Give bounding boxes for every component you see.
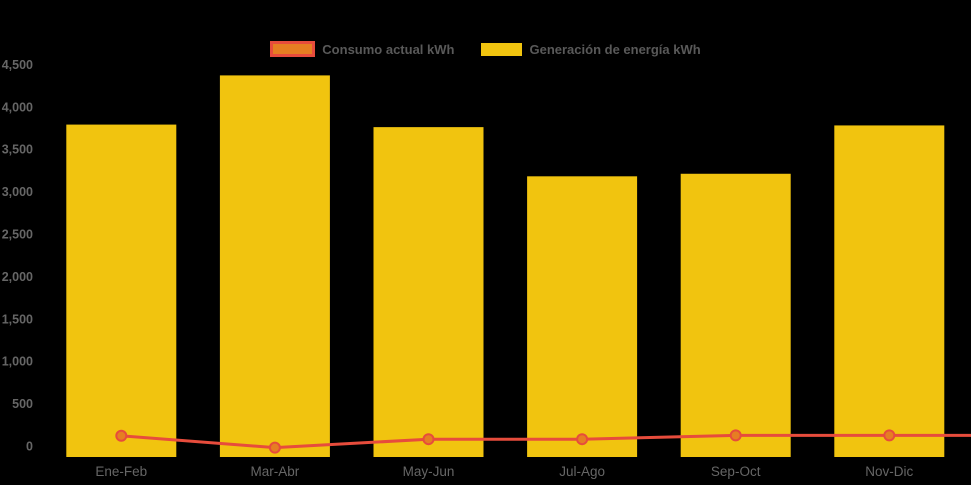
bar-may-jun[interactable]	[373, 127, 484, 458]
legend-label-generacion: Generación de energía kWh	[529, 41, 701, 57]
y-axis-tick-label: 4,500	[2, 58, 33, 72]
legend-swatch-generacion-icon	[481, 42, 523, 56]
y-axis-tick-label: 500	[12, 397, 33, 411]
legend-swatch-consumo-icon	[270, 41, 316, 57]
y-axis-tick-label: 0	[26, 440, 33, 454]
bar-sep-oct[interactable]	[680, 173, 791, 457]
bar-ene-feb[interactable]	[66, 124, 177, 458]
x-axis-label-may-jun: May-Jun	[403, 464, 455, 479]
line-marker-jul-ago[interactable]	[576, 433, 589, 446]
y-axis-tick-label: 3,500	[2, 143, 33, 157]
bar-mar-abr[interactable]	[219, 75, 330, 458]
line-marker-may-jun[interactable]	[422, 433, 435, 446]
legend-item-generacion[interactable]: Generación de energía kWh	[481, 41, 701, 57]
legend-item-consumo[interactable]: Consumo actual kWh	[270, 41, 454, 57]
legend-label-consumo: Consumo actual kWh	[322, 41, 455, 57]
x-axis-label-ene-feb: Ene-Feb	[95, 464, 147, 479]
line-marker-mar-abr[interactable]	[268, 441, 281, 454]
y-axis-tick-label: 2,000	[2, 270, 33, 284]
x-axis-label-sep-oct: Sep-Oct	[711, 464, 761, 479]
line-marker-sep-oct[interactable]	[729, 429, 742, 442]
line-marker-nov-dic[interactable]	[883, 429, 896, 442]
y-axis-tick-label: 1,500	[2, 312, 33, 326]
bar-nov-dic[interactable]	[834, 125, 945, 457]
y-axis-tick-label: 3,000	[2, 185, 33, 199]
x-axis-label-jul-ago: Jul-Ago	[559, 464, 605, 479]
x-axis-label-nov-dic: Nov-Dic	[865, 464, 913, 479]
y-axis-tick-label: 4,000	[2, 100, 33, 114]
line-marker-ene-feb[interactable]	[115, 429, 128, 442]
bar-jul-ago[interactable]	[527, 176, 638, 457]
y-axis-tick-label: 1,000	[2, 355, 33, 369]
x-axis-label-mar-abr: Mar-Abr	[251, 464, 300, 479]
y-axis-tick-label: 2,500	[2, 228, 33, 242]
chart-legend: Consumo actual kWh Generación de energía…	[0, 41, 971, 57]
